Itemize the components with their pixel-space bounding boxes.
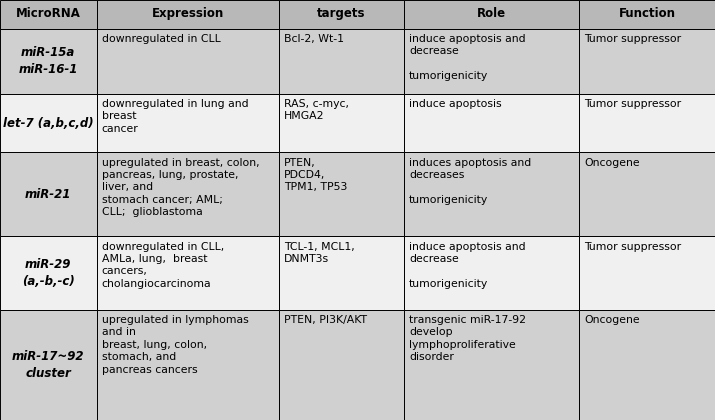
Text: Function: Function: [618, 7, 676, 20]
Text: upregulated in lymphomas
and in
breast, lung, colon,
stomach, and
pancreas cance: upregulated in lymphomas and in breast, …: [102, 315, 248, 375]
Bar: [579, 29, 715, 94]
Bar: [0, 0, 97, 29]
Text: miR-21: miR-21: [25, 188, 72, 201]
Bar: [0, 29, 97, 94]
Text: Role: Role: [477, 7, 506, 20]
Text: Tumor suppressor: Tumor suppressor: [584, 34, 681, 44]
Text: downregulated in CLL,
AMLa, lung,  breast
cancers,
cholangiocarcinoma: downregulated in CLL, AMLa, lung, breast…: [102, 241, 224, 289]
Text: Oncogene: Oncogene: [584, 315, 640, 325]
Bar: [579, 152, 715, 236]
Bar: [279, 94, 404, 152]
Bar: [404, 29, 579, 94]
Bar: [579, 236, 715, 310]
Text: miR-15a
miR-16-1: miR-15a miR-16-1: [19, 46, 78, 76]
Bar: [0, 236, 97, 310]
Text: miR-29
(a,-b,-c): miR-29 (a,-b,-c): [22, 258, 74, 288]
Text: PTEN, PI3K/AKT: PTEN, PI3K/AKT: [284, 315, 367, 325]
Bar: [279, 29, 404, 94]
Bar: [579, 0, 715, 29]
Bar: [279, 0, 404, 29]
Text: miR-17~92
cluster: miR-17~92 cluster: [12, 350, 84, 380]
Bar: [97, 94, 279, 152]
Text: induce apoptosis and
decrease

tumorigenicity: induce apoptosis and decrease tumorigeni…: [409, 241, 526, 289]
Text: RAS, c-myc,
HMGA2: RAS, c-myc, HMGA2: [284, 99, 349, 121]
Bar: [404, 0, 579, 29]
Text: targets: targets: [317, 7, 365, 20]
Text: upregulated in breast, colon,
pancreas, lung, prostate,
liver, and
stomach cance: upregulated in breast, colon, pancreas, …: [102, 158, 259, 217]
Bar: [0, 152, 97, 236]
Bar: [579, 94, 715, 152]
Text: Oncogene: Oncogene: [584, 158, 640, 168]
Text: transgenic miR-17-92
develop
lymphoproliferative
disorder: transgenic miR-17-92 develop lymphoproli…: [409, 315, 526, 362]
Bar: [279, 236, 404, 310]
Bar: [0, 310, 97, 420]
Bar: [279, 310, 404, 420]
Text: Expression: Expression: [152, 7, 224, 20]
Text: Tumor suppressor: Tumor suppressor: [584, 99, 681, 109]
Bar: [0, 94, 97, 152]
Text: downregulated in lung and
breast
cancer: downregulated in lung and breast cancer: [102, 99, 248, 134]
Text: MicroRNA: MicroRNA: [16, 7, 81, 20]
Bar: [404, 236, 579, 310]
Bar: [404, 94, 579, 152]
Text: let-7 (a,b,c,d): let-7 (a,b,c,d): [3, 117, 94, 129]
Bar: [404, 152, 579, 236]
Bar: [97, 0, 279, 29]
Text: induces apoptosis and
decreases

tumorigenicity: induces apoptosis and decreases tumorige…: [409, 158, 531, 205]
Bar: [97, 152, 279, 236]
Text: Bcl-2, Wt-1: Bcl-2, Wt-1: [284, 34, 344, 44]
Bar: [97, 236, 279, 310]
Text: PTEN,
PDCD4,
TPM1, TP53: PTEN, PDCD4, TPM1, TP53: [284, 158, 347, 192]
Bar: [97, 29, 279, 94]
Text: induce apoptosis: induce apoptosis: [409, 99, 502, 109]
Text: downregulated in CLL: downregulated in CLL: [102, 34, 220, 44]
Text: TCL-1, MCL1,
DNMT3s: TCL-1, MCL1, DNMT3s: [284, 241, 355, 264]
Text: Tumor suppressor: Tumor suppressor: [584, 241, 681, 252]
Bar: [404, 310, 579, 420]
Bar: [279, 152, 404, 236]
Bar: [579, 310, 715, 420]
Bar: [97, 310, 279, 420]
Text: induce apoptosis and
decrease

tumorigenicity: induce apoptosis and decrease tumorigeni…: [409, 34, 526, 81]
